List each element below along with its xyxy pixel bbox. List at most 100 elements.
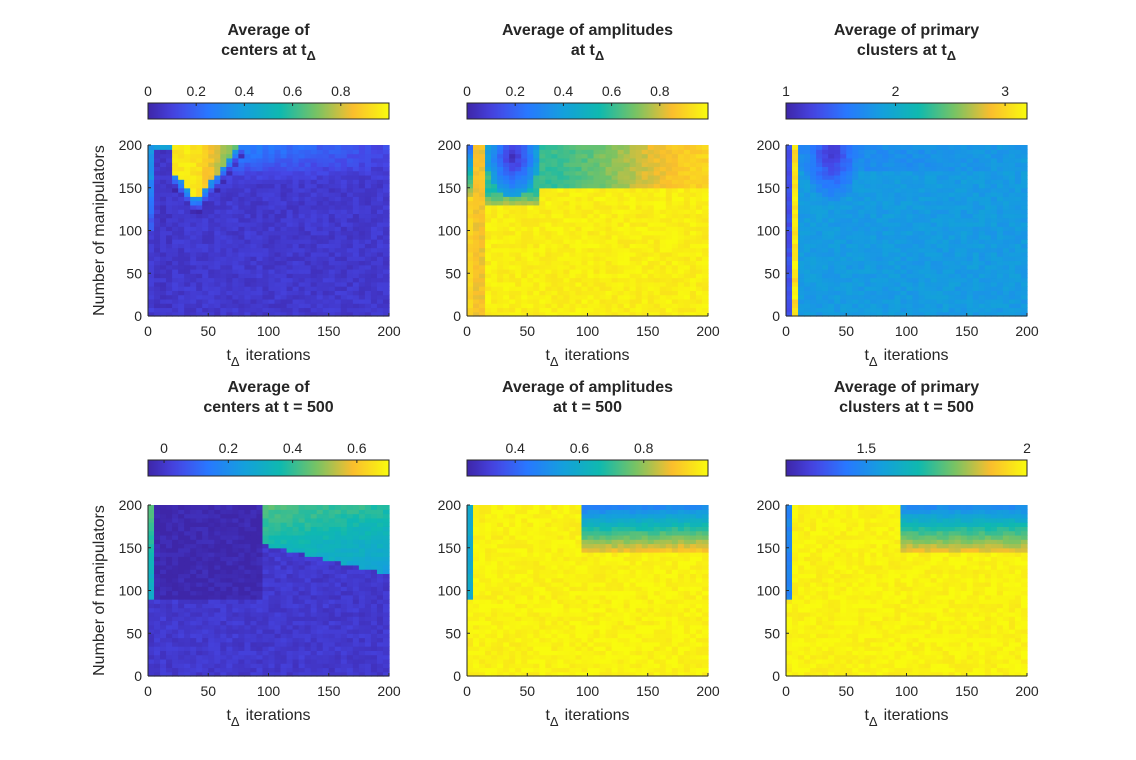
heatmap-cell (798, 230, 805, 236)
heatmap-cell (262, 209, 270, 215)
heatmap-cell (659, 226, 667, 232)
heatmap-cell (509, 166, 516, 172)
heatmap-cell (160, 157, 167, 163)
heatmap-cell (286, 243, 294, 249)
heatmap-cell (587, 221, 595, 227)
heatmap-cell (503, 303, 510, 309)
heatmap-cell (376, 234, 384, 240)
heatmap-cell (358, 268, 366, 274)
heatmap-cell (641, 277, 649, 283)
heatmap-cell (870, 145, 877, 150)
heatmap-cell (912, 196, 920, 202)
heatmap-cell (190, 226, 197, 232)
heatmap-cell (683, 239, 691, 244)
heatmap-cell (346, 281, 354, 287)
heatmap-cell (473, 157, 480, 163)
heatmap-cell (912, 221, 920, 227)
heatmap-cell (268, 281, 276, 287)
heatmap-cell (292, 277, 300, 283)
heatmap-cell (581, 268, 589, 274)
heatmap-cell (485, 200, 492, 206)
heatmap-cell (148, 303, 155, 309)
heatmap-cell (358, 204, 366, 210)
heatmap-cell (623, 183, 631, 189)
heatmap-cell (798, 200, 805, 206)
heatmap-cell (220, 145, 227, 150)
heatmap-cell (190, 281, 197, 287)
heatmap-cell (575, 221, 583, 227)
heatmap-cell (364, 179, 372, 185)
heatmap-cell (190, 153, 197, 159)
heatmap-cell (605, 268, 613, 274)
heatmap-cell (816, 157, 823, 163)
heatmap-cell (280, 153, 288, 159)
heatmap-cell (587, 243, 595, 249)
heatmap-cell (376, 311, 384, 317)
heatmap-cell (996, 213, 1004, 219)
heatmap-cell (346, 166, 354, 172)
heatmap-cell (641, 162, 649, 167)
heatmap-cell (358, 166, 366, 172)
heatmap-cell (647, 170, 655, 176)
heatmap-cell (220, 281, 227, 287)
panel-2-colorbar (466, 102, 709, 120)
heatmap-cell (599, 243, 607, 249)
heatmap-cell (358, 217, 366, 223)
heatmap-cell (936, 157, 944, 163)
heatmap-cell (491, 153, 498, 159)
heatmap-cell (202, 183, 209, 189)
heatmap-cell (1020, 260, 1028, 266)
heatmap-cell (304, 174, 312, 180)
heatmap-cell (822, 286, 829, 291)
heatmap-cell (954, 187, 962, 193)
heatmap-cell (978, 200, 986, 206)
heatmap-cell (984, 209, 992, 215)
heatmap-cell (1008, 200, 1016, 206)
heatmap-cell (208, 213, 215, 219)
heatmap-cell (232, 264, 239, 270)
heatmap-cell (846, 239, 853, 244)
heatmap-cell (792, 294, 799, 300)
heatmap-cell (376, 239, 384, 244)
heatmap-cell (683, 204, 691, 210)
heatmap-cell (924, 145, 932, 150)
heatmap-cell (689, 247, 697, 253)
heatmap-cell (533, 217, 540, 223)
heatmap-cell (334, 239, 342, 244)
heatmap-cell (346, 230, 354, 236)
heatmap-cell (202, 174, 209, 180)
heatmap-cell (262, 307, 270, 313)
heatmap-cell (659, 277, 667, 283)
heatmap-cell (485, 157, 492, 163)
heatmap-cell (244, 256, 252, 262)
heatmap-cell (208, 149, 215, 155)
heatmap-cell (810, 179, 817, 185)
heatmap-cell (792, 268, 799, 274)
heatmap-cell (581, 251, 589, 257)
heatmap-cell (840, 183, 847, 189)
heatmap-cell (485, 247, 492, 253)
heatmap-cell (641, 298, 649, 304)
heatmap-cell (160, 149, 167, 155)
heatmap-cell (292, 226, 300, 232)
heatmap-cell (268, 149, 276, 155)
heatmap-cell (990, 162, 998, 167)
heatmap-cell (575, 303, 583, 309)
heatmap-cell (665, 157, 673, 163)
heatmap-cell (870, 273, 877, 279)
heatmap-cell (1020, 281, 1028, 287)
heatmap-cell (671, 179, 679, 185)
heatmap-cell (810, 183, 817, 189)
heatmap-cell (972, 162, 980, 167)
heatmap-cell (912, 200, 920, 206)
heatmap-cell (527, 260, 534, 266)
heatmap-cell (924, 187, 932, 193)
heatmap-cell (966, 247, 974, 253)
heatmap-cell (906, 273, 914, 279)
heatmap-cell (792, 209, 799, 215)
heatmap-cell (635, 209, 643, 215)
heatmap-cell (828, 196, 835, 202)
heatmap-cell (256, 264, 264, 270)
heatmap-cell (918, 153, 926, 159)
heatmap-cell (587, 217, 595, 223)
